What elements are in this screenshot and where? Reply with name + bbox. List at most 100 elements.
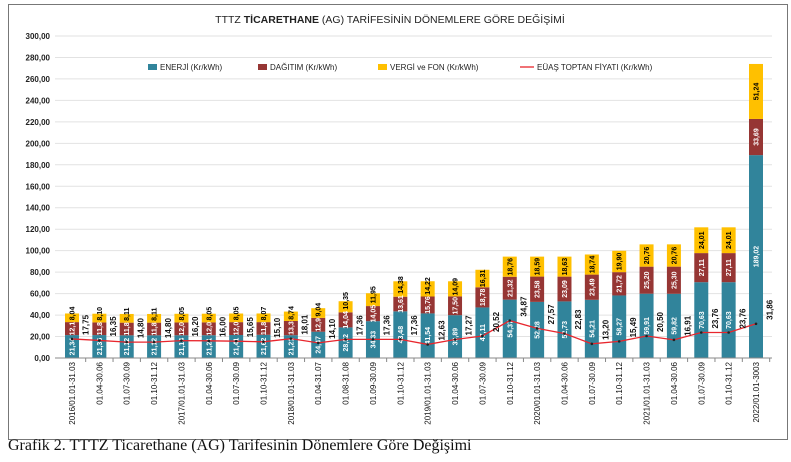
bar-segment xyxy=(229,322,244,336)
bar-segment xyxy=(201,313,216,323)
line-data-label: 20,52 xyxy=(492,311,501,332)
bar-segment xyxy=(448,281,463,297)
line-point xyxy=(98,339,101,342)
bar-data-label: 59,82 xyxy=(671,317,678,335)
legend-label: DAĞITIM (Kr/kWh) xyxy=(270,63,337,72)
bar-data-label: 12,9 xyxy=(316,318,323,332)
bar-data-label: 18,76 xyxy=(507,258,514,276)
line-data-label: 23,76 xyxy=(711,308,720,329)
bar-data-label: 24,01 xyxy=(726,231,733,249)
bar-data-label: 21,62 xyxy=(261,338,268,356)
bar-segment xyxy=(749,63,763,119)
bar-data-label: 14,22 xyxy=(425,277,432,295)
bar-segment xyxy=(639,266,654,294)
line-point xyxy=(152,340,156,344)
chart-title: TTTZ TİCARETHANE (AG) TARİFESİNİN DÖNEML… xyxy=(215,13,565,26)
bar-segment xyxy=(502,256,517,277)
line-point xyxy=(399,338,402,341)
line-data-label: 16,20 xyxy=(191,316,200,337)
bar-data-label: 17,50 xyxy=(453,297,460,315)
bar-data-label: 21,12 xyxy=(152,338,159,356)
line-point xyxy=(563,332,566,335)
bar-data-label: 25,30 xyxy=(671,271,678,289)
bar-segment xyxy=(530,276,545,302)
bar-data-label: 14,38 xyxy=(398,276,405,294)
x-tick-label: 01.09-30.09 xyxy=(369,361,378,404)
line-data-label: 14,80 xyxy=(164,318,173,339)
line-point xyxy=(672,338,676,342)
bar-segment xyxy=(338,312,353,328)
x-tick-label: 01.07-30.09 xyxy=(123,361,132,404)
bar-data-label: 11,8 xyxy=(97,322,104,335)
bar-data-label: 11,8 xyxy=(124,322,131,335)
bar-segment xyxy=(475,269,490,288)
y-tick-label: 200,00 xyxy=(26,139,51,148)
bar-data-label: 8,11 xyxy=(124,308,131,321)
bar-segment xyxy=(256,322,271,335)
x-tick-label: 01.04-30.06 xyxy=(451,361,460,404)
bar-segment xyxy=(256,313,271,323)
bar-data-label: 21,32 xyxy=(507,279,514,297)
legend-swatch xyxy=(148,64,157,70)
bar-segment xyxy=(311,308,326,318)
legend-swatch xyxy=(378,64,387,70)
line-data-label: 22,83 xyxy=(574,309,583,330)
bar-segment xyxy=(721,227,736,254)
line-point xyxy=(316,341,320,345)
bar-data-label: 21,36 xyxy=(97,338,104,356)
bar-data-label: 47,11 xyxy=(480,324,487,341)
bar-segment xyxy=(639,293,654,358)
bar-data-label: 15,76 xyxy=(425,296,432,314)
bar-data-label: 20,76 xyxy=(671,247,678,265)
bar-data-label: 43,48 xyxy=(398,326,405,344)
bar-segment xyxy=(201,322,216,336)
bar-data-label: 54,37 xyxy=(507,320,514,338)
line-data-label: 15,49 xyxy=(629,317,638,338)
y-tick-label: 180,00 xyxy=(26,161,51,170)
bar-data-label: 24,01 xyxy=(699,231,706,249)
bar-segment xyxy=(119,335,134,358)
x-tick-label: 2021/01.01-31.03 xyxy=(643,361,652,424)
y-tick-label: 60,00 xyxy=(30,290,51,299)
bar-segment xyxy=(721,282,736,358)
line-data-label: 17,36 xyxy=(410,315,419,336)
bar-data-label: 58,27 xyxy=(617,318,624,336)
bar-segment xyxy=(393,311,408,358)
bar-segment xyxy=(283,311,298,321)
line-data-label: 20,50 xyxy=(656,311,665,332)
bar-segment xyxy=(311,331,326,358)
bar-segment xyxy=(119,322,134,336)
bar-data-label: 8,07 xyxy=(261,307,268,321)
x-tick-label: 2020/01.01-31.03 xyxy=(533,361,542,424)
bar-data-label: 16,31 xyxy=(480,269,487,287)
y-tick-label: 140,00 xyxy=(26,204,51,213)
x-tick-label: 01.07-30.09 xyxy=(232,361,241,404)
y-tick-label: 0,00 xyxy=(34,354,50,363)
line-point xyxy=(617,340,621,343)
bar-segment xyxy=(420,296,435,314)
bar-segment xyxy=(721,253,736,283)
bar-segment xyxy=(65,322,79,336)
x-tick-label: 2018/01.01-31.03 xyxy=(287,361,296,424)
bar-segment xyxy=(147,313,162,323)
line-point xyxy=(426,343,429,346)
bar-data-label: 21,72 xyxy=(617,275,624,293)
x-tick-label: 2016/01.01-31.03 xyxy=(68,361,77,424)
bar-segment xyxy=(65,335,79,358)
line-data-label: 17,36 xyxy=(383,315,392,336)
y-tick-label: 280,00 xyxy=(26,53,51,62)
bar-data-label: 18,74 xyxy=(589,256,596,274)
y-tick-label: 260,00 xyxy=(26,75,51,84)
legend-label: EÜAŞ TOPTAN FİYATI (Kr/kWh) xyxy=(537,63,653,72)
bar-data-label: 14,09 xyxy=(453,278,460,296)
bar-segment xyxy=(448,315,463,358)
bar-segment xyxy=(694,253,709,283)
legend-label: ENERJİ (Kr/kWh) xyxy=(160,63,223,72)
y-tick-label: 240,00 xyxy=(26,96,51,105)
x-tick-label: 2019/01.01-31.03 xyxy=(424,361,433,424)
bar-segment xyxy=(147,322,162,336)
bar-data-label: 8,04 xyxy=(70,307,77,321)
bar-data-label: 21,21 xyxy=(288,338,295,356)
bar-data-label: 12,1 xyxy=(70,322,77,336)
